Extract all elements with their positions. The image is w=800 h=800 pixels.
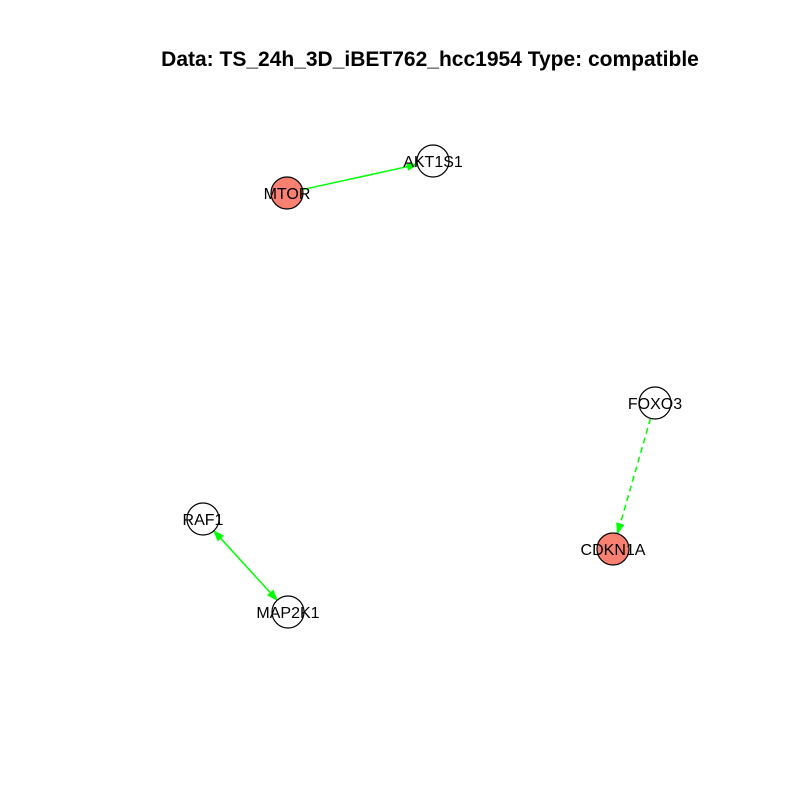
node-label: MAP2K1	[256, 605, 319, 622]
node-circle	[270, 176, 304, 210]
node-circle	[596, 532, 630, 566]
node-foxo3[interactable]: FOXO3	[628, 386, 682, 420]
node-label: AKT1S1	[403, 154, 463, 171]
node-circle	[638, 386, 672, 420]
arrowhead	[212, 529, 224, 542]
node-circle	[271, 595, 305, 629]
edge-foxo3-cdkn1a	[616, 418, 652, 536]
node-mtor[interactable]: MTOR	[264, 176, 311, 210]
node-label: MTOR	[264, 186, 311, 203]
edge-raf1-map2k1	[212, 529, 279, 602]
node-akt1s1[interactable]: AKT1S1	[403, 144, 463, 178]
node-label: CDKN1A	[581, 542, 646, 559]
node-circle	[416, 144, 450, 178]
node-label: FOXO3	[628, 396, 682, 413]
graph-title: Data: TS_24h_3D_iBET762_hcc1954 Type: co…	[161, 48, 699, 71]
node-cdkn1a[interactable]: CDKN1A	[581, 532, 646, 566]
node-circle	[186, 502, 220, 536]
edges-layer	[212, 162, 652, 602]
edge-mtor-akt1s1	[302, 162, 419, 191]
arrowhead	[406, 162, 419, 171]
node-map2k1[interactable]: MAP2K1	[256, 595, 320, 629]
arrowhead	[616, 522, 625, 536]
nodes-layer: MTOR AKT1S1 FOXO3 CDKN1A RAF1 MAP2K1	[183, 144, 682, 629]
node-raf1[interactable]: RAF1	[183, 502, 224, 536]
arrowhead	[267, 589, 279, 602]
node-label: RAF1	[183, 512, 224, 529]
